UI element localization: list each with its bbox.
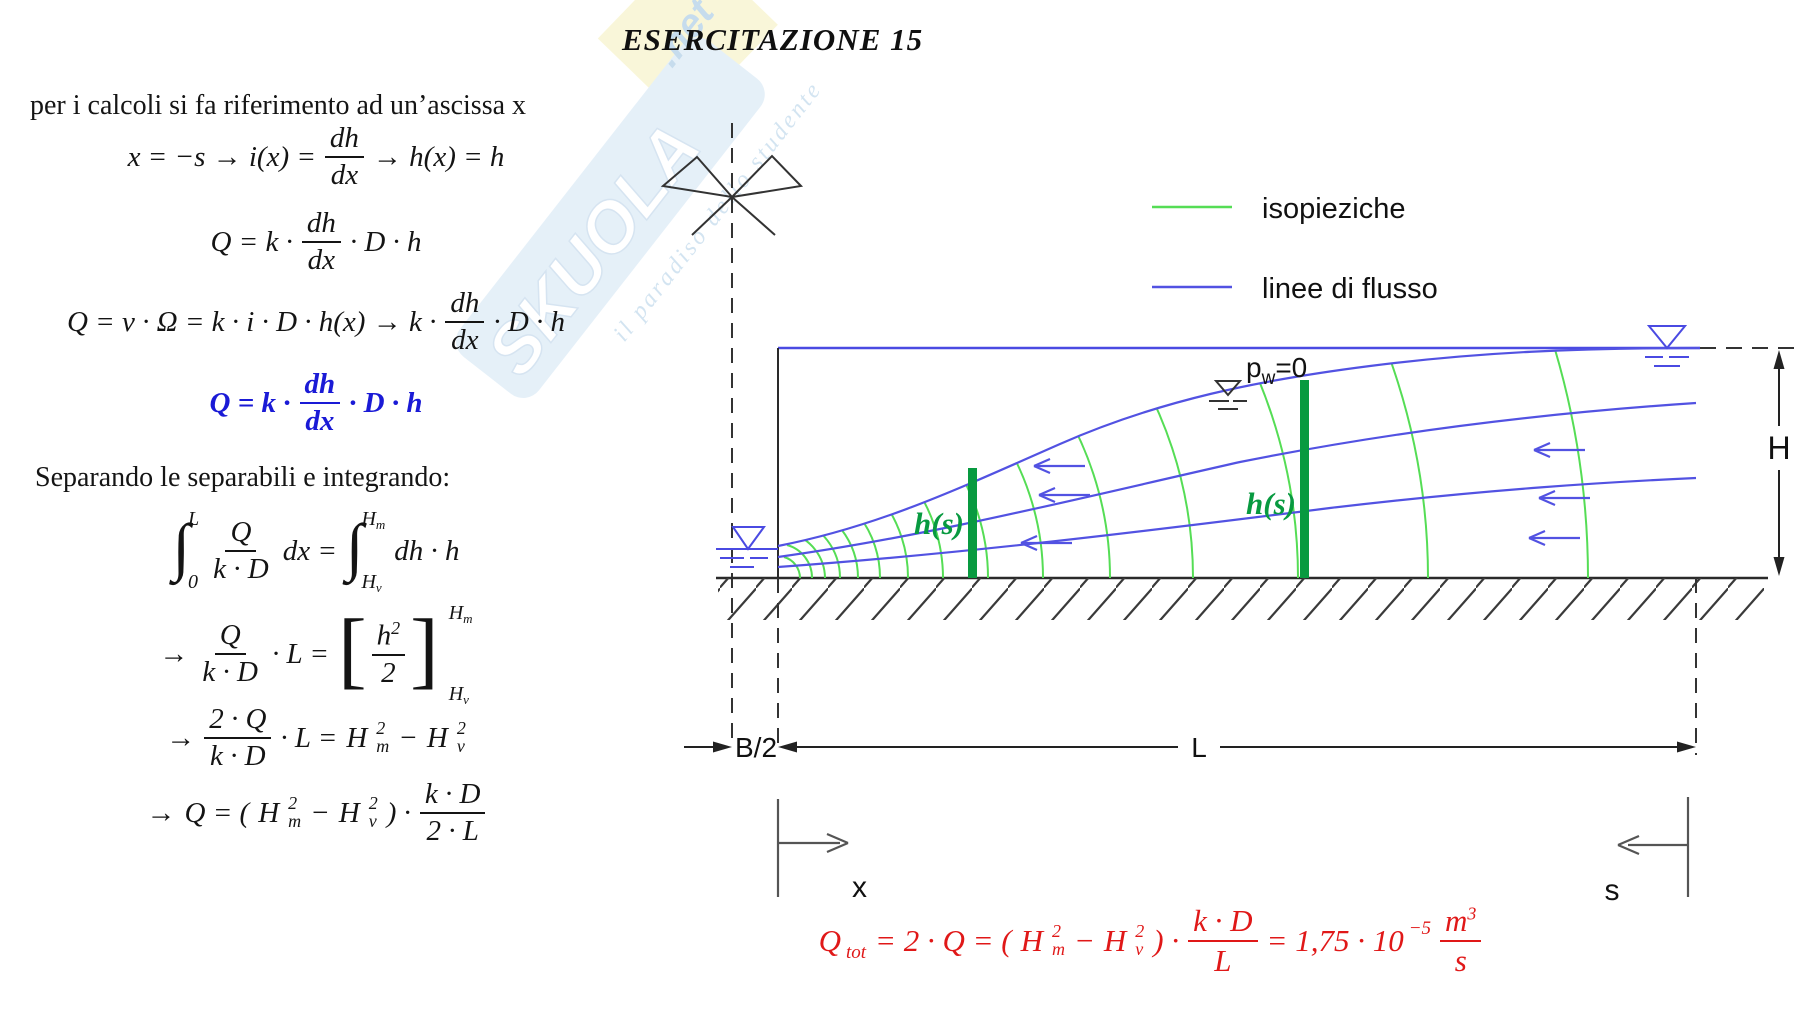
- isopieze-line: [811, 451, 910, 578]
- dimension-b2-label: B/2: [735, 732, 777, 763]
- flow-arrow: [1020, 534, 1072, 552]
- phreatic-level-marker: [1213, 380, 1243, 397]
- ground-hatching: [718, 578, 1764, 620]
- well-windmill-symbol: [660, 154, 804, 236]
- isopieze-line: [945, 348, 1429, 578]
- flow-arrow: [1038, 486, 1090, 504]
- flow-line-phreatic: [777, 346, 1701, 548]
- flow-direction-arrows: [1020, 441, 1590, 552]
- isopieze-line: [884, 348, 1194, 578]
- isopieze-line: [863, 348, 1112, 578]
- page-title: ESERCITAZIONE 15: [622, 22, 924, 57]
- piezometer-bar-1: [968, 468, 977, 578]
- bracket-close: ]: [410, 600, 439, 697]
- dimension-b2-l: B/2 L: [684, 732, 1696, 763]
- intro-text: per i calcoli si fa riferimento ad un’as…: [30, 90, 527, 121]
- piezometer-bar-2: [1300, 380, 1309, 578]
- isopieze-line: [786, 544, 814, 578]
- isopieze-line: [783, 556, 801, 578]
- watermark-logo-plate: [455, 37, 765, 399]
- bracket-open: [: [337, 600, 367, 697]
- integral-right: ∫ Hm Hv: [345, 508, 386, 595]
- flow-arrow: [1528, 529, 1580, 547]
- isopieze-line: [987, 348, 1589, 578]
- pw-zero-label: pw=0: [1246, 352, 1307, 389]
- dimension-h-label: H: [1767, 430, 1790, 466]
- water-table-symbol-right: [1645, 325, 1689, 367]
- separating-text: Separando le separabili e integrando:: [35, 462, 451, 493]
- flow-arrow: [1033, 457, 1085, 475]
- well-water-level-symbol: [716, 526, 778, 568]
- watermark-note-sticker: [597, 0, 778, 122]
- equation-q-velocity: Q = v · Ω = k · i · D · h(x) → k · dh dx …: [66, 287, 566, 357]
- equation-q-highlighted: Q = k · dh dx · D · h: [209, 368, 423, 438]
- equation-q-first: Q = k · dh dx · D · h: [210, 207, 422, 277]
- axis-s-label: s: [1605, 874, 1620, 907]
- pw-zero-annotation: pw=0: [1209, 352, 1307, 410]
- legend-flow-label: linee di flusso: [1262, 273, 1438, 305]
- equation-reference-axis: x = −s → i(x) = dh dx → h(x) = h: [127, 122, 505, 192]
- axis-s-marker: s: [1605, 797, 1690, 907]
- axis-x-marker: x: [776, 799, 867, 904]
- flow-arrow: [1533, 441, 1585, 459]
- piezometer-label-1: h(s): [914, 506, 964, 541]
- flow-line-middle: [777, 401, 1697, 559]
- isopieze-lines: [783, 348, 1589, 578]
- isopieze-line: [831, 374, 989, 578]
- piezometer-label-2: h(s): [1246, 486, 1296, 521]
- legend-isopieze-label: isopieziche: [1262, 193, 1405, 225]
- legend: isopieziche linee di flusso: [1152, 193, 1438, 305]
- isopieze-line: [912, 348, 1299, 578]
- dimension-l-label: L: [1191, 732, 1207, 763]
- dimension-h: H: [1767, 350, 1791, 576]
- axis-x-label: x: [852, 871, 867, 904]
- flow-arrow: [1538, 489, 1590, 507]
